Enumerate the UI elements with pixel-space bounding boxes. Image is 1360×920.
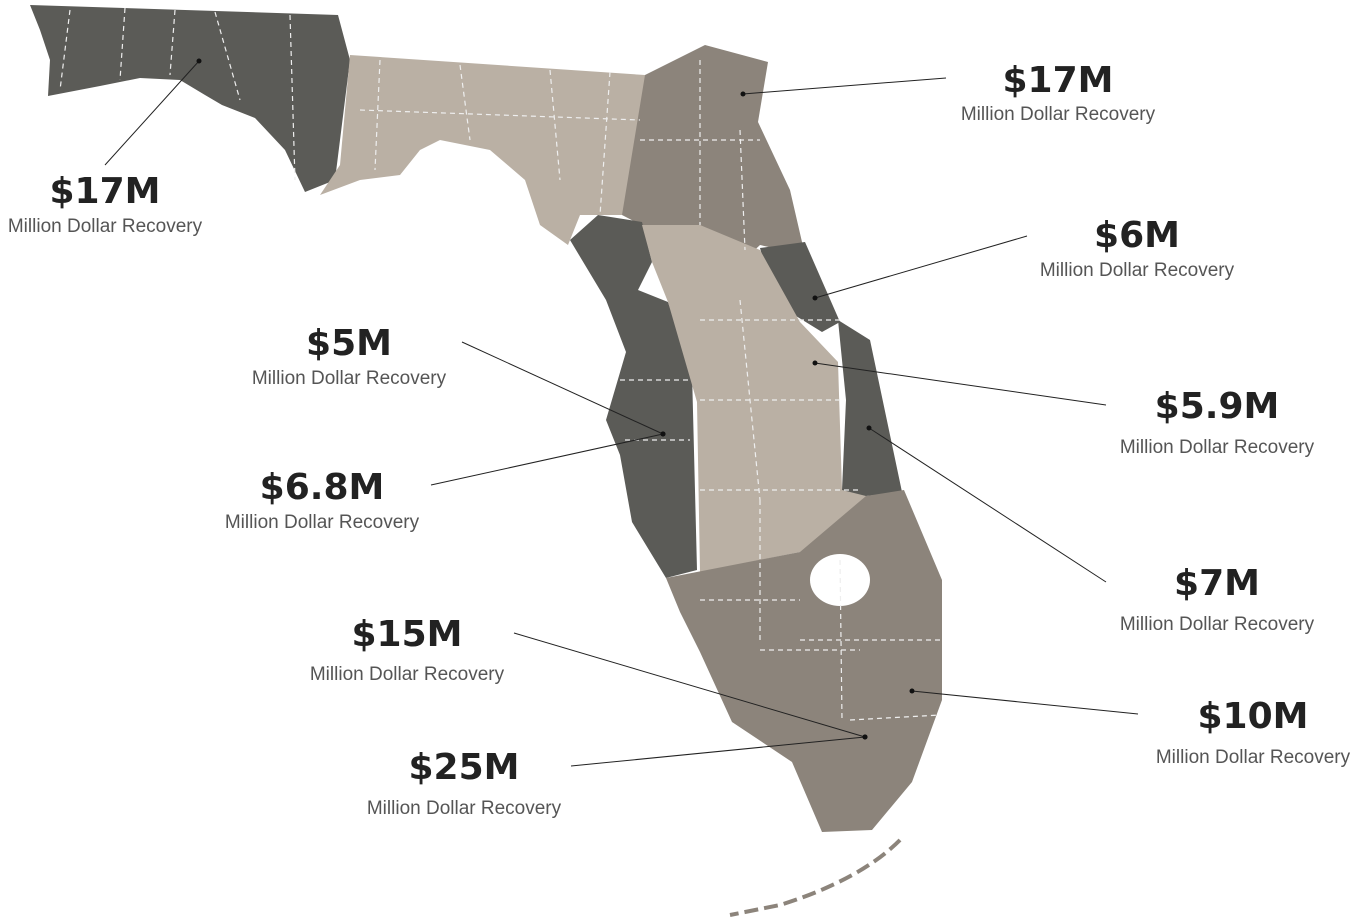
recovery-amount: $17M	[50, 171, 161, 212]
recovery-amount: $10M	[1198, 696, 1309, 737]
leader-line	[430, 433, 664, 486]
recovery-amount: $6M	[1094, 215, 1180, 256]
recovery-amount: $17M	[1003, 60, 1114, 101]
recovery-amount: $6.8M	[260, 467, 385, 508]
recovery-caption: Million Dollar Recovery	[961, 104, 1156, 125]
region-northeast	[622, 45, 805, 262]
recovery-amount: $5M	[306, 323, 392, 364]
leader-line	[742, 77, 947, 95]
region-brevard	[838, 320, 902, 496]
region-big-bend	[320, 55, 645, 245]
recovery-caption: Million Dollar Recovery	[310, 664, 505, 685]
county-line	[700, 489, 941, 721]
recovery-caption: Million Dollar Recovery	[1040, 260, 1235, 281]
leader-line	[104, 60, 200, 166]
county-line	[359, 59, 641, 216]
region-south	[666, 490, 942, 832]
leader-line	[814, 235, 1028, 299]
leader-line	[814, 362, 1107, 406]
recovery-caption: Million Dollar Recovery	[1120, 437, 1315, 458]
location-dot	[740, 91, 746, 97]
callouts: $17M Million Dollar Recovery $17M Million D…	[8, 58, 1351, 819]
recovery-caption: Million Dollar Recovery	[1156, 747, 1351, 768]
region-central	[642, 225, 866, 572]
region-volusia	[760, 242, 840, 332]
region-panhandle-west	[30, 5, 350, 192]
recovery-caption: Million Dollar Recovery	[252, 368, 447, 389]
recovery-caption: Million Dollar Recovery	[8, 216, 203, 237]
location-dot	[812, 360, 818, 366]
recovery-amount: $7M	[1174, 563, 1260, 604]
location-dot	[909, 688, 915, 694]
recovery-caption: Million Dollar Recovery	[367, 798, 562, 819]
leader-line	[911, 690, 1139, 715]
leader-line	[868, 427, 1107, 583]
county-line	[59, 7, 296, 181]
recovery-amount: $15M	[352, 614, 463, 655]
recovery-caption: Million Dollar Recovery	[1120, 614, 1315, 635]
location-dot	[866, 425, 872, 431]
leader-line	[513, 632, 866, 738]
leader-line	[461, 341, 664, 435]
recovery-caption: Million Dollar Recovery	[225, 512, 420, 533]
recovery-amount: $25M	[409, 747, 520, 788]
county-line	[620, 60, 840, 501]
location-dot	[660, 431, 666, 437]
leader-line	[570, 736, 866, 767]
location-dot	[812, 295, 818, 301]
florida-regions	[30, 5, 942, 917]
region-west-coast	[570, 215, 697, 578]
recovery-amount: $5.9M	[1155, 386, 1280, 427]
county-lines	[59, 7, 941, 721]
keys	[729, 838, 902, 917]
location-dot	[862, 734, 868, 740]
location-dot	[196, 58, 202, 64]
